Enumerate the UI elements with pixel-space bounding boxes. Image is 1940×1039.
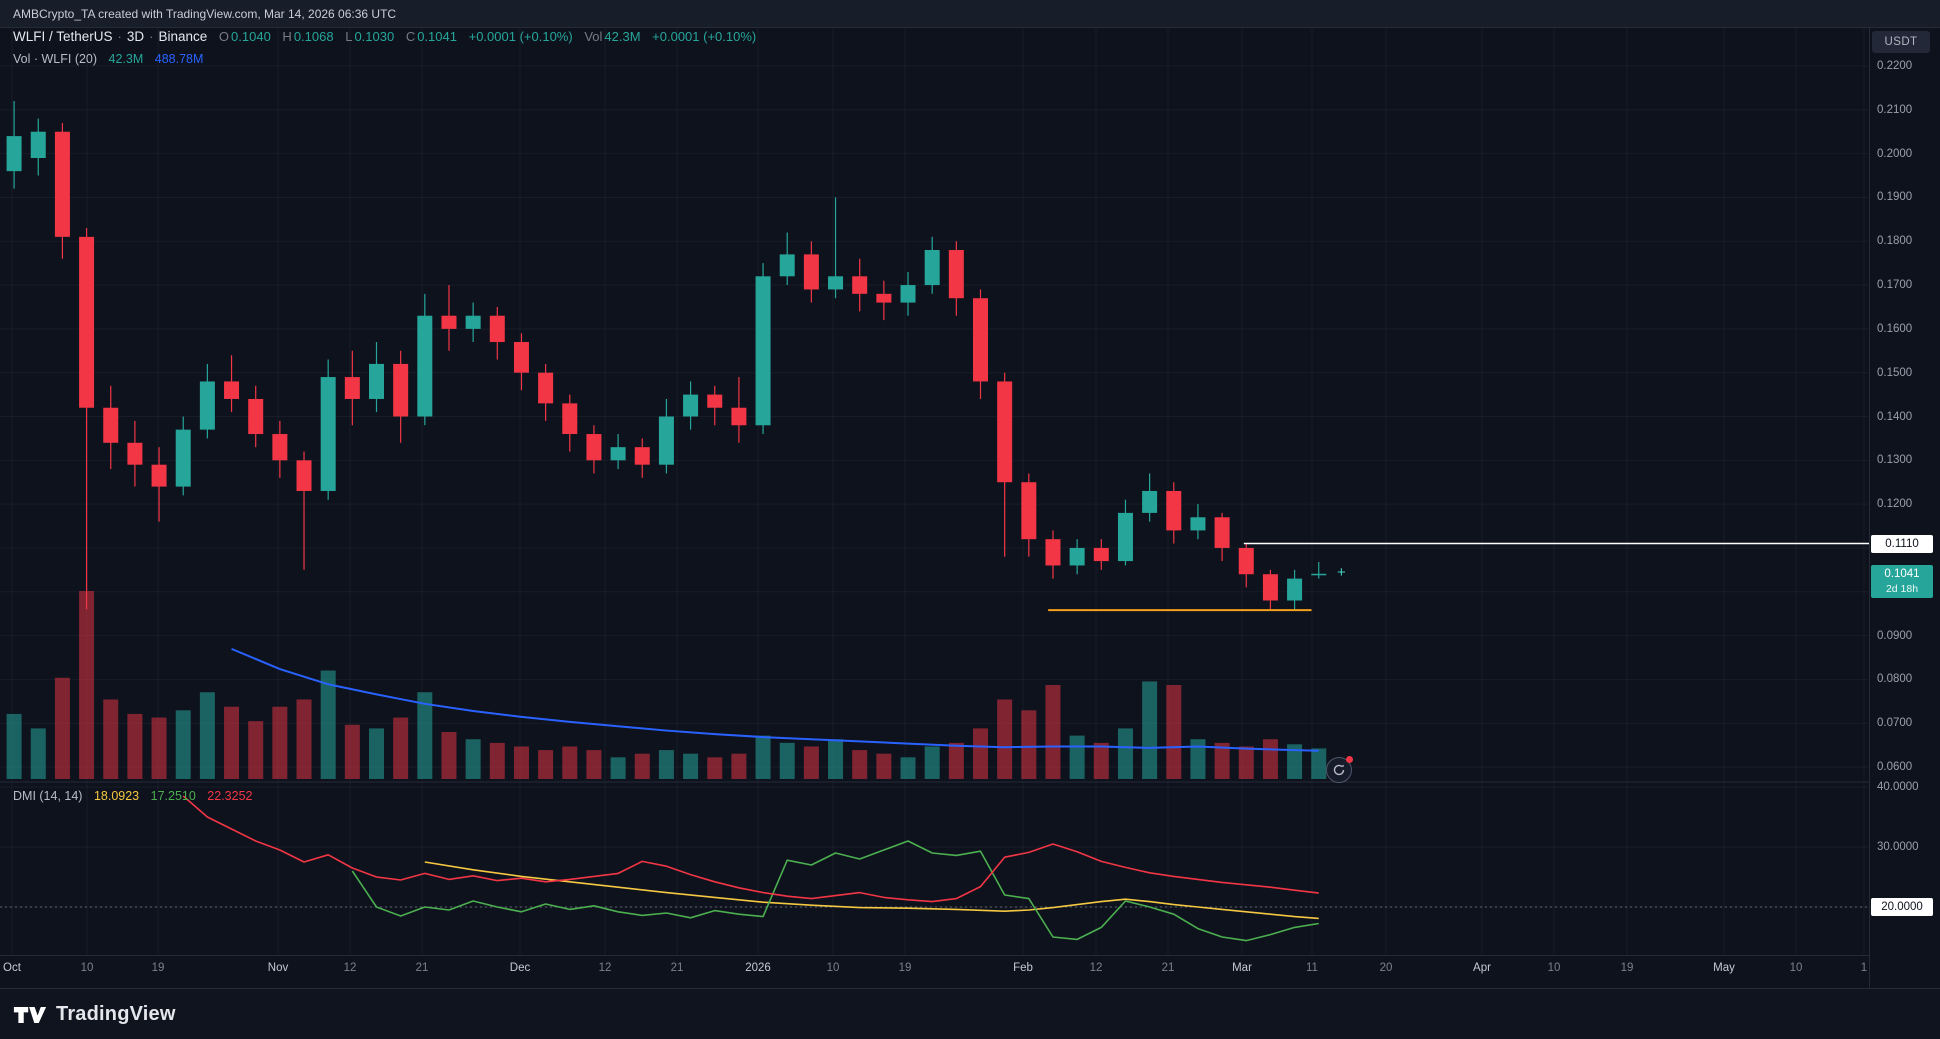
time-tick: 21 [670, 962, 684, 974]
volume-ma-value: 488.78M [154, 52, 204, 66]
time-tick: Dec [509, 962, 531, 974]
tradingview-logo-text: TradingView [56, 1003, 176, 1025]
price-tick: 0.1600 [1877, 322, 1913, 335]
time-tick: Oct [3, 962, 21, 974]
time-tick: 21 [1161, 962, 1175, 974]
symbol-legend: WLFI / TetherUS · 3D · Binance O 0.1040 H 0.10… [13, 29, 756, 44]
symbol-title[interactable]: WLFI / TetherUS [13, 29, 113, 44]
hline-price-tag: 0.1110 [1871, 534, 1933, 553]
attribution-text: AMBCrypto_TA created with TradingView.co… [13, 6, 397, 21]
price-tick: 0.1200 [1877, 498, 1913, 511]
attribution-bar: AMBCrypto_TA created with TradingView.co… [0, 0, 1940, 28]
time-tick: 20 [1379, 962, 1393, 974]
price-tick: 0.2100 [1877, 103, 1913, 116]
open-label: O [218, 29, 230, 44]
time-tick: 19 [1620, 962, 1634, 974]
change-value: +0.0001 (+0.10%) [468, 29, 573, 44]
volume-series [6, 591, 1327, 779]
add-alert-plus-icon[interactable]: + [1337, 564, 1346, 581]
time-tick: 19 [898, 962, 912, 974]
dmi-level-tag: 20.0000 [1871, 898, 1933, 916]
exchange-label: Binance [158, 29, 208, 44]
volume-current-value: 42.3M [108, 52, 144, 66]
candle-countdown: 2d 18h [1885, 582, 1919, 595]
price-tick: 0.0900 [1877, 629, 1913, 642]
close-label: C [405, 29, 416, 44]
time-tick: 12 [343, 962, 357, 974]
time-tick: Mar [1232, 962, 1252, 974]
dmi-level-text: 20.0000 [1881, 901, 1923, 913]
time-tick: Nov [267, 962, 289, 974]
time-tick: May [1713, 962, 1735, 974]
price-tick: 0.1400 [1877, 410, 1913, 423]
sync-status-icon[interactable] [1326, 756, 1353, 783]
time-tick: 12 [598, 962, 612, 974]
currency-toggle-button[interactable]: USDT [1872, 31, 1930, 53]
last-price-value: 0.1041 [1884, 567, 1920, 580]
grid-lines [0, 27, 1869, 955]
time-tick: 10 [1547, 962, 1561, 974]
time-tick: 11 [1306, 962, 1318, 974]
price-tick: 0.1800 [1877, 235, 1913, 248]
price-tick: 0.1300 [1877, 454, 1913, 467]
low-label: L [345, 29, 353, 44]
interval-label[interactable]: 3D [126, 29, 145, 44]
price-tick: 0.2200 [1877, 60, 1913, 72]
last-price-tag: 0.1041 2d 18h [1871, 564, 1933, 598]
dmi-legend: DMI (14, 14) 18.0923 17.2510 22.3252 [13, 789, 252, 803]
price-tick: 0.2000 [1877, 147, 1913, 160]
time-axis[interactable] [0, 955, 1869, 989]
dmi-adx-value: 18.0923 [93, 789, 140, 803]
time-tick: Feb [1013, 962, 1033, 974]
candlestick-series [6, 101, 1327, 610]
refresh-arrow-icon [1333, 764, 1345, 776]
tradingview-logo-icon [13, 1006, 47, 1023]
time-tick: 19 [151, 962, 165, 974]
separator: · [117, 29, 122, 44]
time-tick: 2026 [745, 962, 771, 974]
volume-change-value: +0.0001 (+0.10%) [652, 29, 757, 44]
time-tick: 21 [415, 962, 429, 974]
separator: · [149, 29, 154, 44]
volume-legend: Vol · WLFI (20) 42.3M 488.78M [13, 52, 203, 66]
time-tick: 1 [1860, 962, 1868, 974]
price-tick: 0.1900 [1877, 191, 1913, 204]
time-tick: 10 [1789, 962, 1803, 974]
adx-line [424, 861, 1319, 920]
time-tick: 12 [1089, 962, 1103, 974]
volume-ma-line [231, 647, 1319, 752]
price-tick: 0.1700 [1877, 279, 1913, 292]
price-tick: 0.0600 [1877, 761, 1913, 773]
dmi-scale-tick: 40.0000 [1877, 781, 1919, 793]
price-scale[interactable] [1869, 27, 1940, 988]
dmi-scale-tick: 30.0000 [1877, 841, 1919, 853]
tradingview-logo[interactable]: TradingView [13, 1002, 176, 1028]
time-tick: 10 [80, 962, 94, 974]
minus-di-line [182, 795, 1319, 903]
low-value: 0.1030 [354, 29, 395, 44]
footer-bar: TradingView [0, 988, 1940, 1039]
volume-label: Vol [584, 29, 603, 44]
open-value: 0.1040 [231, 29, 271, 44]
price-tick: 0.0700 [1877, 717, 1913, 730]
time-tick: 10 [826, 962, 840, 974]
volume-indicator-title[interactable]: Vol · WLFI (20) [13, 52, 98, 66]
price-tick: 0.0800 [1877, 673, 1913, 686]
volume-value: 42.3M [604, 29, 641, 44]
high-label: H [282, 29, 292, 44]
dmi-minus-di-value: 22.3252 [207, 789, 253, 803]
plusminus-di-line [351, 840, 1319, 942]
price-tick: 0.1500 [1877, 366, 1913, 379]
hline-price-text: 0.1110 [1885, 537, 1919, 550]
dmi-indicator-title[interactable]: DMI (14, 14) [13, 789, 83, 803]
time-tick: Apr [1473, 962, 1491, 974]
high-value: 0.1068 [293, 29, 334, 44]
dmi-plus-di-value: 17.2510 [150, 789, 196, 803]
close-value: 0.1041 [417, 29, 457, 44]
